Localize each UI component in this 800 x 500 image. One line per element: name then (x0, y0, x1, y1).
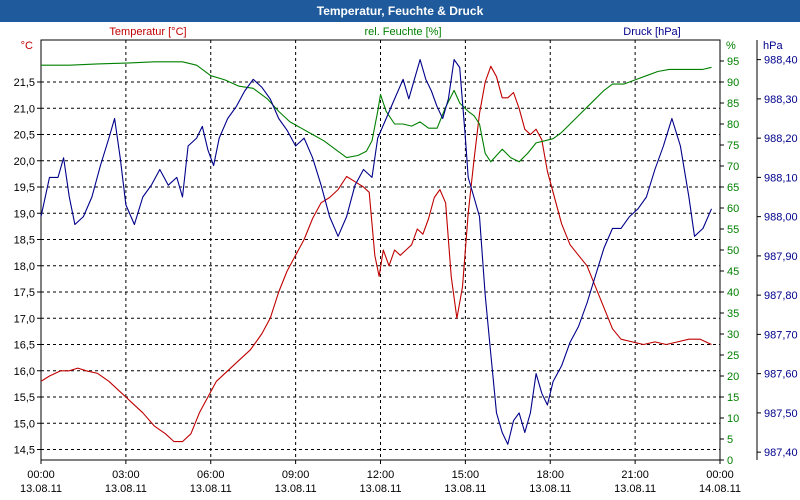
pressure-tick-label: 988,20 (764, 133, 798, 145)
temperature-tick-label: 19,5 (14, 182, 35, 194)
pressure-unit: hPa (763, 40, 783, 52)
temperature-tick-label: 21,5 (14, 77, 35, 89)
temperature-tick-label: 16,5 (14, 340, 35, 352)
humidity-tick-label: 45 (727, 266, 739, 278)
series-line-temperature (40, 65, 712, 443)
temperature-tick-label: 20,5 (14, 130, 35, 142)
temperature-tick-label: 18,0 (14, 261, 35, 273)
pressure-tick-label: 988,40 (764, 55, 798, 67)
pressure-tick-label: 987,40 (764, 447, 798, 459)
temperature-tick-label: 15,5 (14, 392, 35, 404)
x-tick-date: 13.08.11 (190, 483, 232, 495)
chart-area: 00:00 13.08.11 03:00 13.08.11 06:00 13.08.11 0… (14, 26, 798, 495)
humidity-tick-label: 20 (727, 371, 739, 383)
temperature-tick-label: 16,0 (14, 366, 35, 378)
axes-layer: 00:00 13.08.11 03:00 13.08.11 06:00 13.08.11 0… (14, 26, 798, 495)
pressure-axis-label: Druck [hPa] (623, 26, 680, 38)
humidity-tick-label: 70 (727, 161, 739, 173)
temperature-tick-label: 21,0 (14, 103, 35, 115)
humidity-tick-label: 85 (727, 98, 739, 110)
humidity-tick-label: 5 (727, 434, 733, 446)
x-tick-time: 15:00 (452, 469, 480, 481)
series-line-pressure (40, 59, 713, 445)
pressure-tick-label: 987,70 (764, 329, 798, 341)
x-tick-date: 13.08.11 (529, 483, 571, 495)
humidity-tick-label: 55 (727, 224, 739, 236)
x-tick-date: 13.08.11 (105, 483, 147, 495)
humidity-tick-label: 0 (727, 455, 733, 467)
humidity-tick-label: 40 (727, 287, 739, 299)
humidity-tick-label: 15 (727, 392, 739, 404)
pressure-tick-label: 987,90 (764, 251, 798, 263)
temperature-tick-label: 17,0 (14, 313, 35, 325)
x-tick-date: 13.08.11 (359, 483, 401, 495)
temperature-tick-label: 14,5 (14, 445, 35, 457)
x-tick-time: 06:00 (197, 469, 225, 481)
pressure-tick-label: 987,60 (764, 369, 798, 381)
humidity-tick-label: 60 (727, 203, 739, 215)
humidity-tick-label: 80 (727, 119, 739, 131)
x-tick-date: 13.08.11 (614, 483, 656, 495)
pressure-tick-label: 987,50 (764, 408, 798, 420)
x-tick-time: 09:00 (282, 469, 310, 481)
pressure-tick-label: 988,00 (764, 212, 798, 224)
window-title: Temperatur, Feuchte & Druck (0, 0, 800, 22)
humidity-unit: % (726, 40, 736, 52)
x-tick-time: 00:00 (27, 469, 55, 481)
grid (41, 40, 720, 460)
x-tick-date: 13.08.11 (444, 483, 486, 495)
temperature-unit: °C (21, 40, 33, 52)
humidity-tick-label: 50 (727, 245, 739, 257)
temperature-tick-label: 18,5 (14, 235, 35, 247)
x-tick-time: 03:00 (112, 469, 140, 481)
x-tick-time: 21:00 (621, 469, 649, 481)
humidity-tick-label: 95 (727, 56, 739, 68)
humidity-tick-label: 10 (727, 413, 739, 425)
humidity-axis-label: rel. Feuchte [%] (364, 26, 441, 38)
temperature-tick-label: 20,0 (14, 156, 35, 168)
temperature-tick-label: 19,0 (14, 208, 35, 220)
x-tick-date: 14.08.11 (699, 483, 741, 495)
x-tick-date: 13.08.11 (20, 483, 62, 495)
pressure-tick-label: 987,80 (764, 290, 798, 302)
pressure-tick-label: 988,30 (764, 94, 798, 106)
x-tick-date: 13.08.11 (275, 483, 317, 495)
x-tick-time: 18:00 (536, 469, 564, 481)
x-tick-time: 00:00 (706, 469, 734, 481)
humidity-tick-label: 90 (727, 77, 739, 89)
humidity-tick-label: 75 (727, 140, 739, 152)
series-layer (40, 59, 713, 445)
temperature-tick-label: 15,0 (14, 418, 35, 430)
temperature-axis-label: Temperatur [°C] (109, 26, 186, 38)
humidity-tick-label: 35 (727, 308, 739, 320)
x-tick-time: 12:00 (367, 469, 395, 481)
humidity-tick-label: 65 (727, 182, 739, 194)
humidity-tick-label: 25 (727, 350, 739, 362)
temperature-tick-label: 17,5 (14, 287, 35, 299)
pressure-tick-label: 988,10 (764, 172, 798, 184)
humidity-tick-label: 30 (727, 329, 739, 341)
